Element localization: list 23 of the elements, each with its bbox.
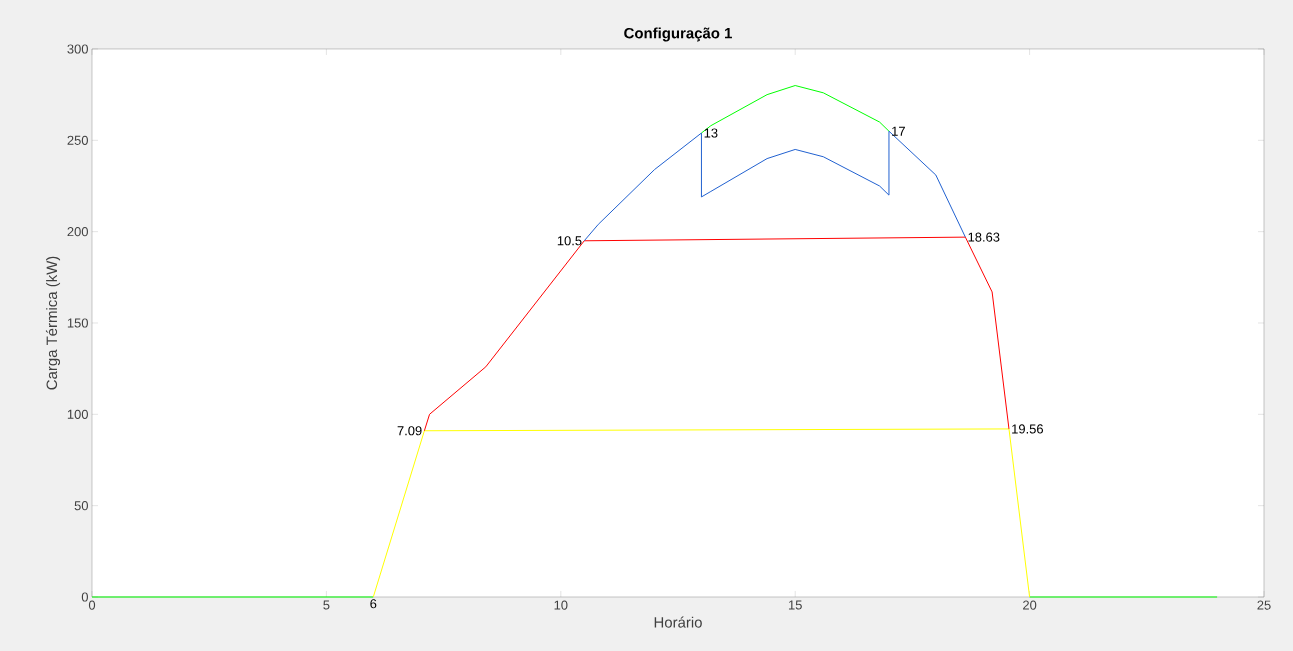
annotation: 10.5 — [557, 236, 582, 246]
y-tick-label: 0 — [81, 592, 88, 602]
x-tick-label: 5 — [323, 600, 330, 610]
annotation: 17 — [892, 126, 905, 136]
y-tick-label: 50 — [74, 501, 88, 511]
y-tick-label: 150 — [67, 318, 88, 328]
annotation: 19.56 — [1012, 424, 1044, 434]
x-tick-label: 0 — [88, 600, 96, 610]
x-tick-label: 25 — [1257, 600, 1271, 610]
x-tick-label: 20 — [1023, 600, 1037, 610]
y-axis-title: Carga Térmica (kW) — [45, 256, 61, 390]
x-tick-label: 15 — [788, 600, 802, 610]
annotation: 6 — [370, 599, 377, 609]
annotation: 7.09 — [397, 426, 422, 436]
y-tick-label: 200 — [67, 227, 88, 237]
x-tick-label: 10 — [554, 600, 568, 610]
annotation: 18.63 — [968, 232, 1000, 242]
x-axis-title: Horário — [654, 616, 702, 628]
annotation: 13 — [704, 128, 718, 138]
y-tick-label: 300 — [67, 44, 88, 54]
y-tick-label: 100 — [67, 409, 88, 419]
y-tick-label: 250 — [67, 135, 88, 145]
chart-title: Configuração 1 — [624, 27, 732, 42]
